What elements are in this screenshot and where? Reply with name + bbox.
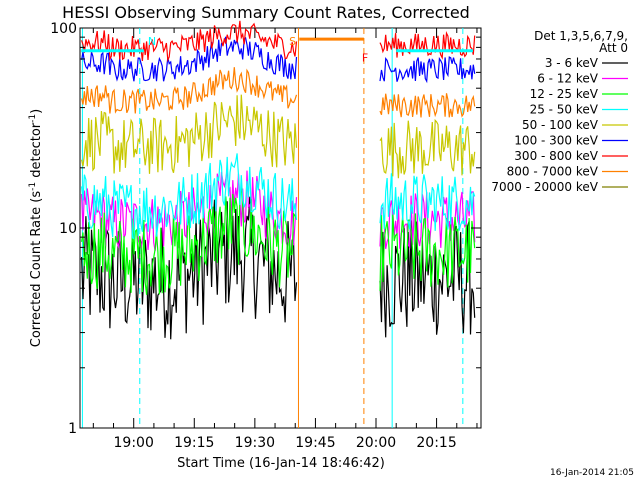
x-tick-label-0: 19:00 (114, 435, 154, 451)
footer-timestamp: 16-Jan-2014 21:05 (550, 468, 634, 478)
legend-label-3: 25 - 50 keV (530, 103, 599, 117)
series-line-2-seg-1 (379, 213, 476, 291)
annotations: N S F (148, 35, 368, 64)
series-line-6-seg-0 (81, 20, 298, 63)
y-axis-label: Corrected Count Rate (s-1 detector-1) (28, 109, 44, 347)
legend-label-7: 800 - 7000 keV (507, 165, 599, 179)
series-line-3-seg-1 (379, 173, 476, 231)
series-line-6-seg-1 (379, 31, 476, 60)
x-tick-label-1: 19:15 (174, 435, 214, 451)
series-line-5-seg-1 (379, 56, 476, 84)
series-line-3-seg-0 (81, 153, 298, 240)
series-line-4-seg-1 (379, 118, 476, 179)
annotation-s: S (289, 35, 296, 48)
legend-label-1: 6 - 12 keV (537, 72, 599, 86)
y-tick-label-0: 1 (68, 421, 77, 437)
chart-title: HESSI Observing Summary Count Rates, Cor… (62, 3, 470, 22)
legend-label-4: 50 - 100 keV (522, 118, 599, 132)
y-axis: 1 10 100 (50, 21, 481, 437)
legend-label-5: 100 - 300 keV (514, 134, 598, 148)
x-tick-label-4: 20:00 (356, 435, 396, 451)
x-tick-label-2: 19:30 (235, 435, 275, 451)
legend-header-attenuator: Att 0 (599, 41, 628, 55)
status-bars (81, 37, 473, 53)
annotation-n: N (148, 35, 156, 48)
y-tick-label-2: 100 (50, 21, 77, 37)
x-axis-label: Start Time (16-Jan-14 18:46:42) (177, 456, 385, 471)
series-line-5-seg-0 (81, 36, 298, 82)
legend: Det 1,3,5,6,7,9,Att 03 - 6 keV 6 - 12 keV… (491, 29, 628, 194)
series-line-1-seg-0 (81, 169, 298, 252)
x-tick-label-5: 20:15 (416, 435, 456, 451)
x-tick-label-3: 19:45 (295, 435, 335, 451)
series-line-7-seg-0 (81, 67, 298, 114)
series-line-2-seg-0 (81, 187, 298, 295)
legend-label-6: 300 - 800 keV (514, 149, 598, 163)
y-tick-label-1: 10 (59, 221, 77, 237)
legend-label-0: 3 - 6 keV (545, 56, 599, 70)
legend-label-2: 12 - 25 keV (530, 87, 599, 101)
series-line-7-seg-1 (379, 93, 476, 118)
series-lines (81, 20, 476, 340)
legend-header-detectors: Det 1,3,5,6,7,9, (534, 29, 628, 43)
annotation-f: F (362, 51, 368, 64)
series-line-4-seg-0 (81, 94, 298, 174)
x-axis: 19:00 19:15 19:30 19:45 20:00 20:15 (92, 28, 478, 451)
vertical-markers (81, 28, 464, 428)
legend-label-8: 7000 - 20000 keV (491, 180, 598, 194)
